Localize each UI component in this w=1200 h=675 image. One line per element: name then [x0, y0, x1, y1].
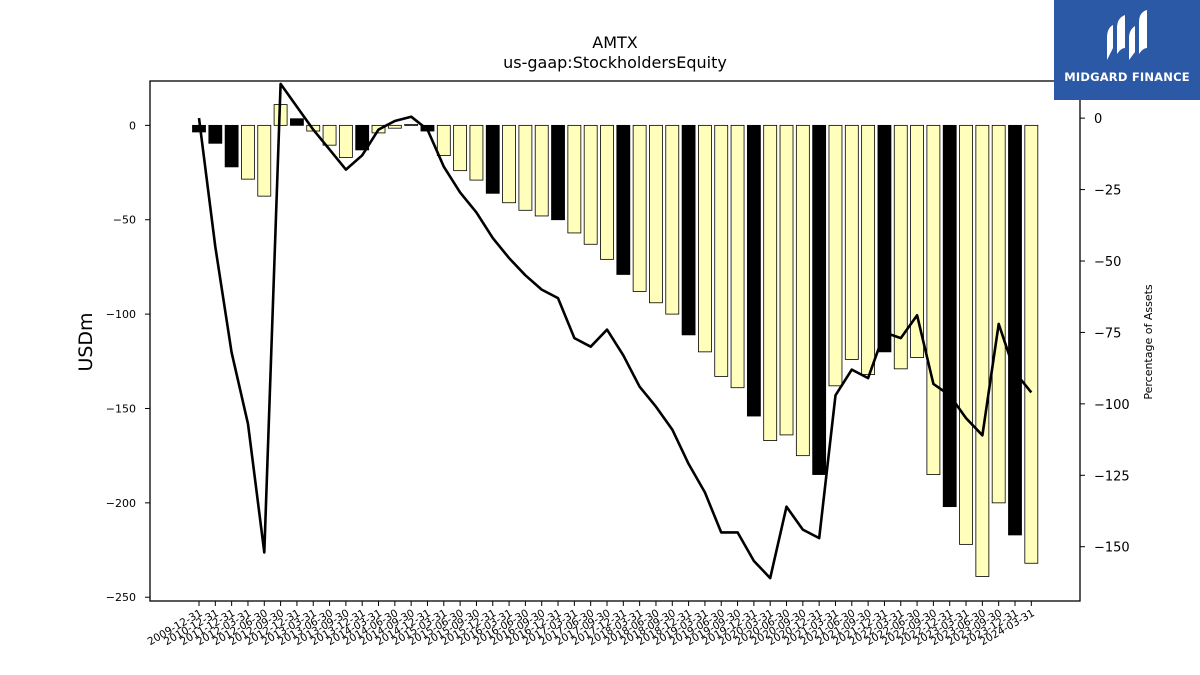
- axes-layer: 0 −50 −100 −150 −200 −250 0 −25 −50 −75 −100 −125 −1…: [106, 112, 1130, 648]
- y2-tick-label: −150: [1094, 541, 1130, 556]
- bar: [518, 124, 533, 211]
- y-tick-label: −200: [106, 497, 136, 510]
- chart-title: AMTX: [592, 33, 638, 52]
- bar: [257, 124, 272, 197]
- bar: [583, 124, 598, 245]
- bar: [502, 124, 516, 204]
- y-tick-label: −250: [106, 591, 136, 604]
- bar: [942, 124, 957, 508]
- plot-frame: [149, 80, 1081, 602]
- bar: [436, 124, 451, 156]
- brand-logo: MIDGARD FINANCE: [1054, 0, 1200, 100]
- midgard-logo-icon: [1107, 10, 1147, 60]
- bar: [714, 124, 729, 377]
- brand-name: MIDGARD FINANCE: [1064, 70, 1190, 84]
- bar: [551, 124, 565, 221]
- y2-tick-label: −50: [1094, 255, 1121, 270]
- y-axis-label: USDm: [75, 312, 97, 371]
- bar: [632, 124, 647, 292]
- bar: [404, 124, 419, 126]
- bar: [224, 124, 239, 168]
- bar: [534, 124, 549, 217]
- y-tick-label: −150: [106, 402, 136, 415]
- bar: [322, 124, 337, 146]
- bar: [290, 118, 304, 126]
- bar: [338, 124, 353, 158]
- bar: [665, 124, 680, 315]
- bar: [746, 124, 761, 417]
- bar: [828, 124, 843, 387]
- bar: [600, 124, 614, 260]
- y-tick-label: −100: [106, 308, 136, 321]
- bar: [208, 124, 223, 144]
- bar: [453, 124, 468, 172]
- chart-subtitle: us-gaap:StockholdersEquity: [503, 53, 727, 72]
- y-tick-label: 0: [129, 119, 136, 132]
- bars-layer: [192, 104, 1039, 577]
- y2-tick-label: −25: [1094, 184, 1121, 199]
- bar: [910, 124, 924, 358]
- bar: [469, 124, 484, 181]
- series-line: [197, 82, 1033, 580]
- bar: [485, 124, 500, 194]
- bar: [730, 124, 745, 389]
- y2-tick-label: 0: [1094, 112, 1102, 127]
- bar: [975, 124, 990, 577]
- bar: [844, 124, 859, 360]
- bar: [877, 124, 892, 353]
- bar: [649, 124, 663, 304]
- bar: [893, 124, 908, 370]
- y2-axis-label: Percentage of Assets: [1142, 284, 1155, 400]
- bar: [926, 124, 941, 475]
- bar: [567, 124, 582, 234]
- bar: [387, 124, 402, 129]
- bar: [812, 124, 827, 475]
- bar: [1008, 124, 1022, 536]
- y2-tick-label: −125: [1094, 469, 1130, 484]
- y-tick-label: −50: [113, 214, 136, 227]
- bar: [1024, 124, 1039, 564]
- bar: [991, 124, 1006, 504]
- bar: [763, 124, 778, 441]
- bar: [355, 124, 370, 151]
- bar: [616, 124, 631, 275]
- line-layer: [197, 82, 1033, 580]
- bar: [861, 124, 876, 375]
- y2-tick-label: −75: [1094, 326, 1121, 341]
- bar: [795, 124, 810, 457]
- y2-tick-label: −100: [1094, 398, 1130, 413]
- bar: [779, 124, 794, 436]
- bar: [698, 124, 712, 353]
- bar: [681, 124, 696, 336]
- bar: [241, 124, 255, 180]
- bar: [959, 124, 973, 545]
